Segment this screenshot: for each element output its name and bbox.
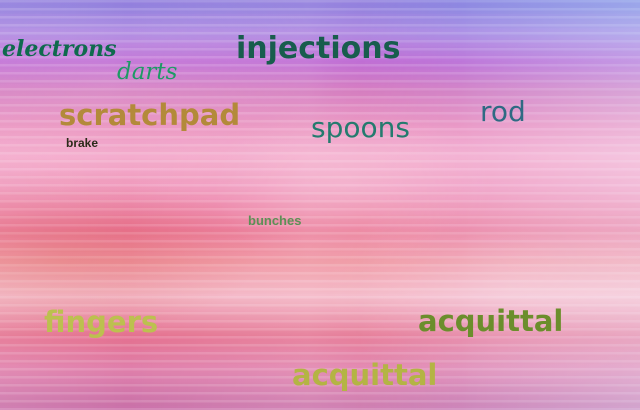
word-bunches: bunches <box>248 213 302 228</box>
word-injections: injections <box>236 31 401 66</box>
word-rod: rod <box>480 95 526 128</box>
word-acquittal-right: acquittal <box>418 304 564 338</box>
word-electrons: electrons <box>2 36 117 62</box>
word-fingers: fingers <box>44 305 159 339</box>
word-spoons: spoons <box>311 111 410 144</box>
word-scratchpad: scratchpad <box>59 98 241 132</box>
word-darts: darts <box>117 59 178 85</box>
word-acquittal-bottom: acquittal <box>292 358 438 392</box>
word-brake: brake <box>66 136 99 150</box>
